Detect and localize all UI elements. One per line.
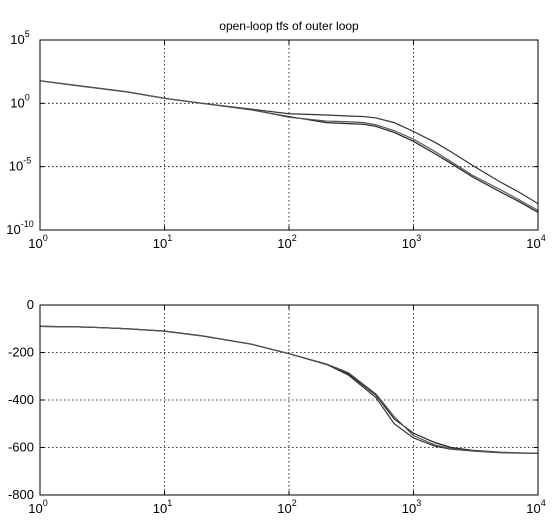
series-line-3 <box>40 80 538 211</box>
y-tick-label: -400 <box>8 392 34 407</box>
x-tick-label: 100 <box>28 233 47 251</box>
x-tick-label: 103 <box>402 498 421 516</box>
chart-title: open-loop tfs of outer loop <box>219 19 359 33</box>
phase-plot: 100 101 102 103 104 -800 -600 -400 -200 0 <box>8 297 546 516</box>
x-tick-label: 102 <box>277 498 296 516</box>
plot-area <box>40 40 538 230</box>
y-tick-label: 105 <box>10 29 29 47</box>
x-tick-label: 101 <box>153 233 172 251</box>
plot-frame <box>39 304 539 496</box>
y-tick-label: 100 <box>10 92 29 110</box>
y-tick-label: -200 <box>8 345 34 360</box>
series-line-3 <box>40 325 538 455</box>
plot-frame <box>39 39 539 231</box>
x-tick-label: 104 <box>526 498 545 516</box>
x-tick-label: 103 <box>402 233 421 251</box>
x-tick-label: 101 <box>153 498 172 516</box>
x-tick-label: 102 <box>277 233 296 251</box>
x-tick-label: 104 <box>526 233 545 251</box>
magnitude-plot: 100 101 102 103 104 10-10 10-5 100 105 <box>6 29 545 251</box>
y-tick-label: -800 <box>8 487 34 502</box>
y-tick-label: 10-5 <box>9 156 31 174</box>
y-tick-label: 10-10 <box>6 219 33 237</box>
y-tick-label: 0 <box>27 297 34 312</box>
x-tick-label: 100 <box>28 498 47 516</box>
y-tick-label: -600 <box>8 440 34 455</box>
